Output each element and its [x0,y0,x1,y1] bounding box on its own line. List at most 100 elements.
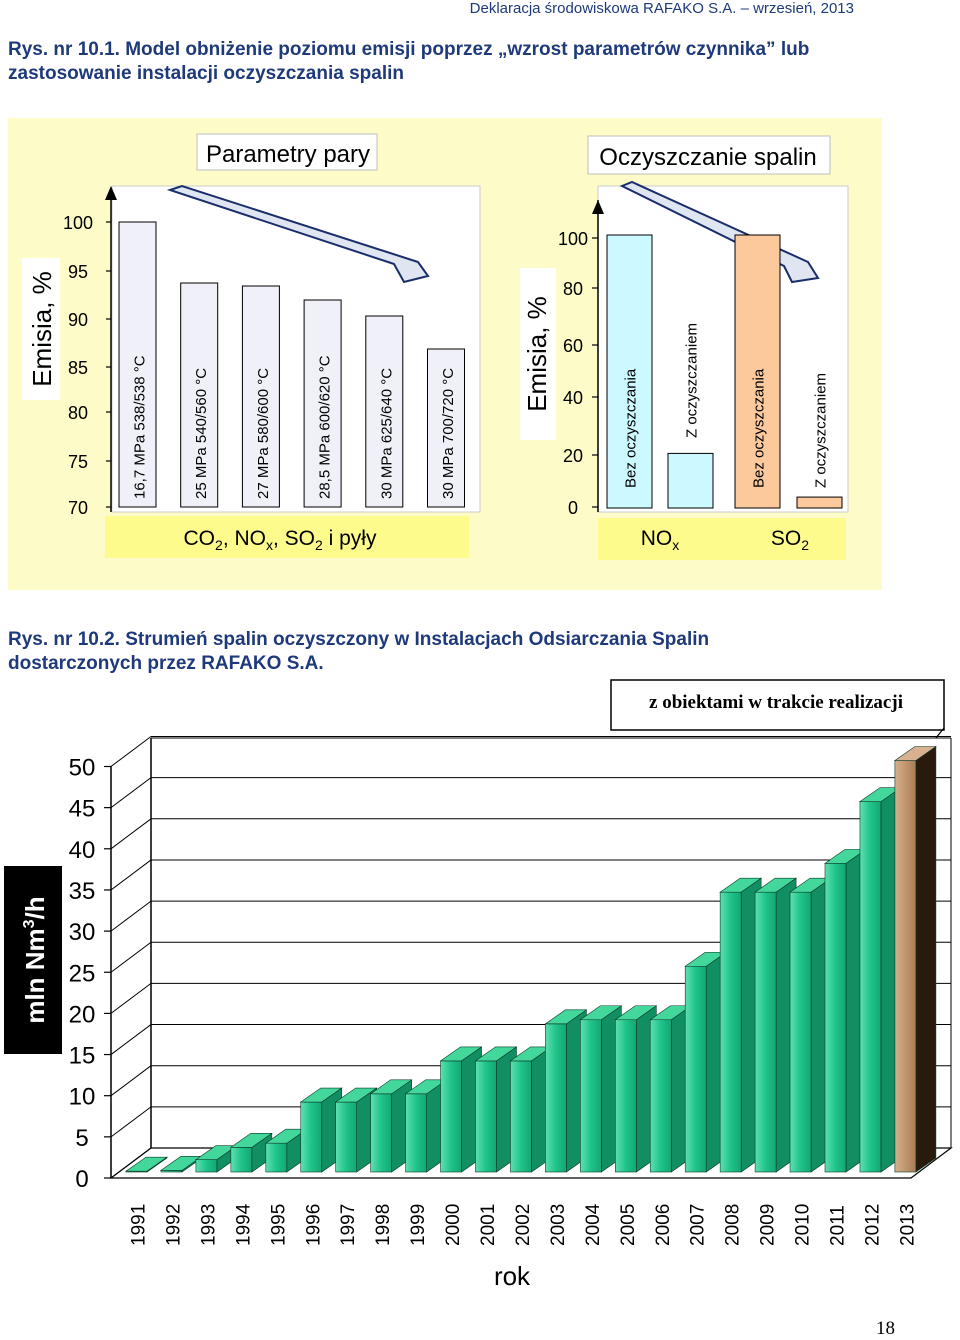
right-bar [667,452,714,509]
bar-top [544,1009,588,1025]
bar-top [579,1005,623,1021]
bar-top [474,1046,518,1062]
bar-front [510,1060,532,1173]
x-tick-label: 2007 [688,1204,709,1246]
page-number: 18 [876,1318,895,1339]
bar-front [300,1101,323,1173]
x-tick-label: 2008 [723,1204,744,1246]
right-y-tick-label: 0 [568,498,578,518]
left-trend-arrow [166,184,430,284]
y-tick-label: 40 [69,837,96,864]
annotation-box [610,679,945,731]
x-tick-label: 2006 [653,1204,674,1246]
bar-top [614,1005,658,1021]
right-y-tick-label: 20 [563,446,583,466]
left-bar-label: 27 MPa 580/600 °C [255,368,272,499]
x-tick-label: 2003 [548,1204,569,1246]
y-tick-label: 30 [69,919,96,946]
y-tick-label: 45 [69,796,96,823]
figure1-chart: Parametry pary Oczyszczanie spalin Emisi… [8,118,882,590]
page-header: Deklaracja środowiskowa RAFAKO S.A. – wr… [469,0,854,17]
left-bar-label: 16,7 MPa 538/538 °C [132,355,149,499]
bar-front [265,1142,288,1173]
figure1-caption-line2: zastosowanie instalacji oczyszczania spa… [8,63,404,84]
figure1-caption-line1: Rys. nr 10.1. Model obniżenie poziomu em… [8,39,810,60]
y-tick-label: 0 [75,1166,88,1193]
left-bar [118,221,157,508]
figure2-chart: z obiektami w trakcie realizacji mln Nm3… [4,679,953,1291]
right-bar-label: Z oczyszczaniem [813,373,830,488]
grid-line-side [110,818,152,850]
left-bar [241,285,280,508]
grid-line-side [110,777,152,809]
bar-1993 [194,1145,238,1173]
bar-1994 [229,1132,273,1173]
bar-front [335,1101,358,1173]
bar-front [230,1147,253,1173]
bar-top [334,1087,378,1103]
x-tick-label: 2009 [758,1204,779,1246]
right-bar-label: Z oczyszczaniem [684,323,701,438]
left-bar-label: 30 MPa 625/640 °C [378,368,395,499]
x-tick-label: 2010 [793,1204,814,1246]
bar-front [195,1159,218,1173]
bar-top [299,1087,343,1103]
right-title-box [587,135,831,175]
right-bar [606,234,653,509]
grid-line-side [110,1106,152,1138]
right-y-tick-label: 100 [558,229,588,249]
y-tick-label: 15 [69,1043,96,1070]
right-bar-label: Bez oczyszczania [623,368,640,488]
right-bar [796,496,843,509]
right-title: Oczyszczanie spalin [599,144,816,171]
x-tick-label: 1999 [408,1204,429,1246]
ylabel-box [4,866,62,1054]
y-tick-label: 10 [69,1084,96,1111]
x-tick-label: 2001 [478,1204,499,1246]
right-bar-label: Bez oczyszczania [751,368,768,488]
bar-top [125,1156,168,1172]
x-tick-label: 1993 [198,1204,219,1246]
left-ylabel: Emisia, % [27,271,57,387]
bar-top [719,877,763,893]
bar-front [894,760,917,1173]
grid-line-side [110,859,152,891]
grid-line-side [110,941,152,973]
grid-line-side [110,1147,152,1179]
left-bar [427,348,465,508]
figure2-caption-line1: Rys. nr 10.2. Strumień spalin oczyszczon… [8,629,710,650]
x-tick-label: 2011 [828,1205,849,1246]
bar-top [229,1133,273,1148]
bar-front [370,1093,392,1173]
left-bottom-label: CO2, NOx, SO2 i pyły [184,527,377,553]
bar-front [545,1023,567,1173]
left-y-axis-arrow [105,186,117,200]
x-tick-label: 1996 [303,1204,324,1246]
figure2-xlabel: rok [494,1261,531,1291]
y-tick-label: 25 [69,960,96,987]
left-bar [303,299,342,508]
left-y-tick-label: 95 [68,262,88,282]
annotation-text: z obiektami w trakcie realizacji [649,692,903,713]
right-y-tick-label: 60 [563,336,583,356]
x-tick-label: 2002 [513,1204,534,1246]
left-y-tick-label: 100 [63,213,93,233]
left-y-tick-label: 70 [68,498,88,518]
left-bar-label: 30 MPa 700/720 °C [440,368,457,499]
grid-line-side [110,1024,152,1055]
bar-1991 [125,1156,168,1173]
bar-front [440,1060,462,1173]
y-tick-label: 35 [69,878,96,905]
grid-line-side [110,900,152,932]
right-y-tick-label: 40 [563,388,583,408]
x-tick-label: 2012 [862,1204,883,1246]
right-y-tick-label: 80 [563,279,583,299]
grid-line-side [110,736,152,767]
left-y-tick-label: 85 [68,358,88,378]
bar-side [915,745,937,1173]
right-y-axis-arrow [592,200,604,214]
bar-top [754,877,798,893]
bar-front [475,1060,497,1173]
left-plot-area [111,185,481,513]
bar-front [684,965,707,1173]
